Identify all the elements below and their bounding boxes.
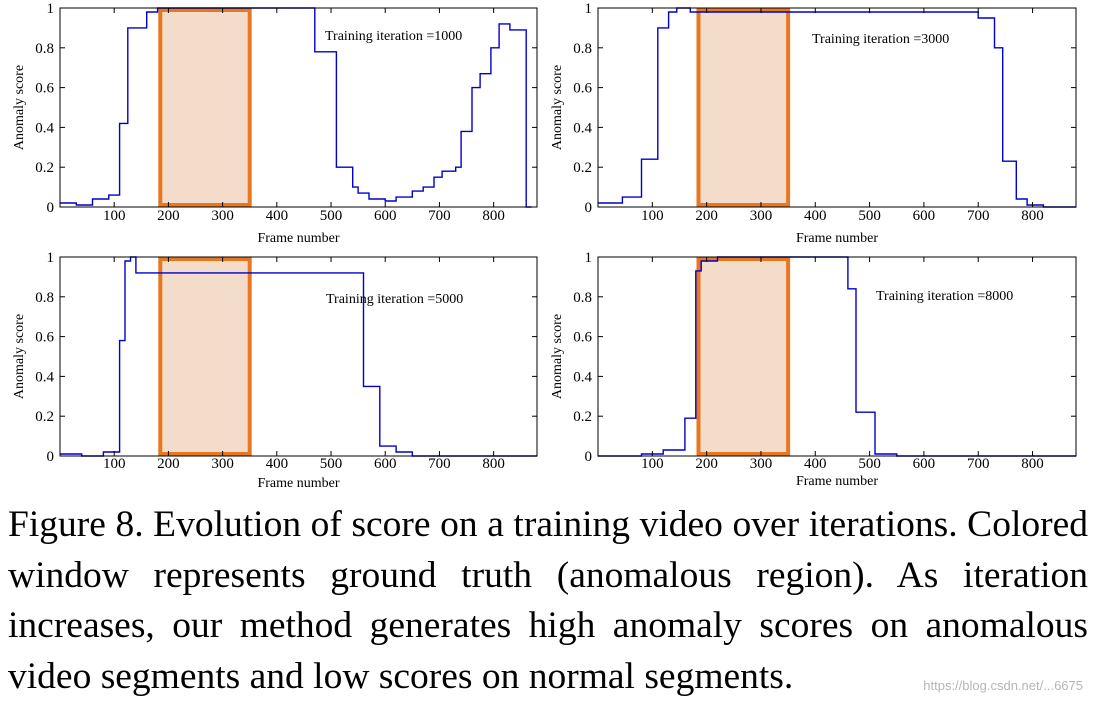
x-tick-label: 800: [1021, 208, 1044, 224]
axes-box: [59, 7, 538, 208]
x-tick-label: 800: [482, 208, 505, 224]
watermark-text: https://blog.csdn.net/...6675: [923, 678, 1083, 693]
x-tick-label: 500: [320, 208, 343, 224]
ground-truth-window: [158, 257, 252, 456]
axes-box: [59, 256, 538, 457]
x-tick-label: 300: [750, 208, 773, 224]
y-tick-label: 0.8: [573, 41, 592, 57]
x-axis-label: Frame number: [257, 231, 339, 246]
iteration-annotation: Training iteration =8000: [876, 289, 1013, 304]
x-tick-label: 500: [858, 208, 881, 224]
x-tick-label: 600: [374, 208, 397, 224]
x-tick-label: 600: [913, 208, 936, 224]
x-axis-label: Frame number: [257, 476, 339, 491]
chart-panel-4: 100 200 300 400 500 600 700 800 0 0.2 0.4 0.6 0.8 1 Tr…: [550, 250, 1077, 489]
x-tick-label: 200: [157, 456, 180, 472]
x-axis-label: Frame number: [796, 474, 878, 489]
anomaly-score-line: [60, 7, 532, 208]
x-tick-label: 800: [482, 456, 505, 472]
y-tick-label: 1: [585, 1, 593, 17]
x-tick-label: 800: [1021, 456, 1044, 472]
x-tick-label: 700: [967, 456, 990, 472]
y-tick-label: 0.6: [573, 81, 592, 97]
x-tick-label: 600: [913, 456, 936, 472]
y-tick-label: 0.8: [35, 290, 54, 306]
x-tick-label: 100: [103, 456, 126, 472]
x-tick-label: 700: [428, 208, 451, 224]
y-tick-label: 0.2: [35, 409, 54, 425]
x-tick-label: 300: [211, 456, 234, 472]
y-tick-label: 0.6: [573, 330, 592, 346]
figure-caption: Figure 8. Evolution of score on a traini…: [8, 504, 1088, 697]
x-tick-label: 400: [804, 208, 827, 224]
x-axis-label: Frame number: [796, 231, 878, 246]
x-tick-label: 400: [266, 208, 289, 224]
y-tick-label: 0.8: [35, 41, 54, 57]
x-tick-label: 400: [266, 456, 289, 472]
x-tick-label: 200: [695, 208, 718, 224]
y-tick-label: 0.2: [35, 160, 54, 176]
y-axis-label: Anomaly score: [550, 314, 565, 399]
y-tick-label: 1: [585, 250, 593, 266]
iteration-annotation: Training iteration =5000: [326, 292, 463, 307]
chart-panel-1: 100 200 300 400 500 600 700 800 0 0.2 0.4 0.6 0.8 1 Tr…: [12, 1, 538, 246]
y-tick-label: 0: [47, 449, 55, 465]
iteration-annotation: Training iteration =1000: [325, 29, 462, 44]
axes-box: [597, 256, 1077, 457]
x-tick-label: 200: [157, 208, 180, 224]
x-tick-label: 400: [804, 456, 827, 472]
y-tick-label: 1: [47, 1, 55, 17]
x-tick-label: 600: [374, 456, 397, 472]
x-tick-label: 100: [641, 456, 664, 472]
y-axis-label: Anomaly score: [12, 65, 27, 150]
x-tick-label: 500: [320, 456, 343, 472]
y-tick-label: 0.6: [35, 330, 54, 346]
figure: 100 200 300 400 500 600 700 80000.20.40.60.81Tr…: [12, 1, 1077, 491]
y-axis-label: Anomaly score: [12, 314, 27, 399]
x-tick-label: 700: [428, 456, 451, 472]
x-tick-label: 700: [967, 208, 990, 224]
y-tick-label: 0.2: [573, 160, 592, 176]
ground-truth-window: [696, 257, 791, 456]
anomaly-score-line: [60, 256, 537, 457]
ground-truth-window: [696, 8, 791, 207]
iteration-annotation: Training iteration =3000: [812, 32, 949, 47]
y-tick-label: 0.2: [573, 409, 592, 425]
x-tick-label: 500: [858, 456, 881, 472]
axes-box: [597, 7, 1077, 208]
y-tick-label: 0: [585, 449, 593, 465]
chart-panel-3: 100 200 300 400 500 600 700 800 0 0.2 0.4 0.6 0.8 1 Tr…: [12, 250, 538, 491]
y-tick-label: 0.6: [35, 81, 54, 97]
x-tick-label: 300: [211, 208, 234, 224]
y-axis-label: Anomaly score: [550, 65, 565, 150]
anomaly-score-line: [598, 7, 1076, 208]
x-tick-label: 100: [103, 208, 126, 224]
x-tick-label: 300: [750, 456, 773, 472]
y-tick-label: 0.4: [35, 120, 54, 136]
y-tick-label: 0.4: [35, 369, 54, 385]
chart-panel-2: 100 200 300 400 500 600 700 800 0 0.2 0.4 0.6 0.8 1 Tr…: [550, 1, 1077, 246]
y-tick-label: 0.8: [573, 290, 592, 306]
ground-truth-window: [158, 8, 252, 207]
y-tick-label: 0: [585, 200, 593, 216]
x-tick-label: 100: [641, 208, 664, 224]
x-tick-label: 200: [695, 456, 718, 472]
y-tick-label: 0.4: [573, 369, 592, 385]
y-tick-label: 1: [47, 250, 55, 266]
y-tick-label: 0: [47, 200, 55, 216]
y-tick-label: 0.4: [573, 120, 592, 136]
anomaly-score-line: [598, 256, 1076, 457]
